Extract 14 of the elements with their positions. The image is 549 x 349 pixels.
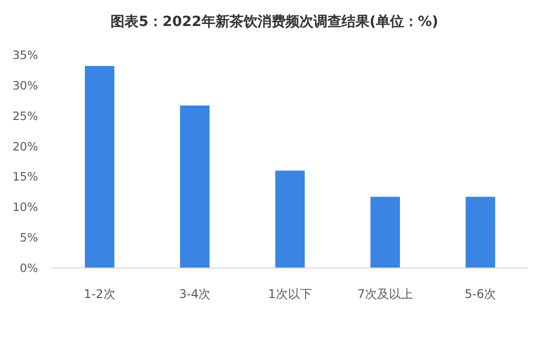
- chart-title: 图表5：2022年新茶饮消费频次调查结果(单位：%): [110, 13, 438, 30]
- y-tick-label: 10%: [12, 200, 38, 214]
- y-tick-label: 35%: [12, 48, 38, 62]
- y-tick-label: 20%: [12, 139, 38, 154]
- y-tick-label: 25%: [12, 108, 38, 123]
- y-tick-label: 5%: [20, 230, 38, 245]
- y-tick-label: 15%: [12, 170, 38, 184]
- y-tick-label: 30%: [12, 78, 38, 92]
- x-tick-label: 1次以下: [268, 287, 312, 301]
- x-tick-label: 1-2次: [84, 287, 116, 301]
- x-tick-label: 7次及以上: [357, 287, 414, 301]
- y-tick-label: 0%: [20, 261, 38, 275]
- x-tick-label: 3-4次: [178, 287, 211, 301]
- x-tick-label: 5-6次: [464, 287, 496, 301]
